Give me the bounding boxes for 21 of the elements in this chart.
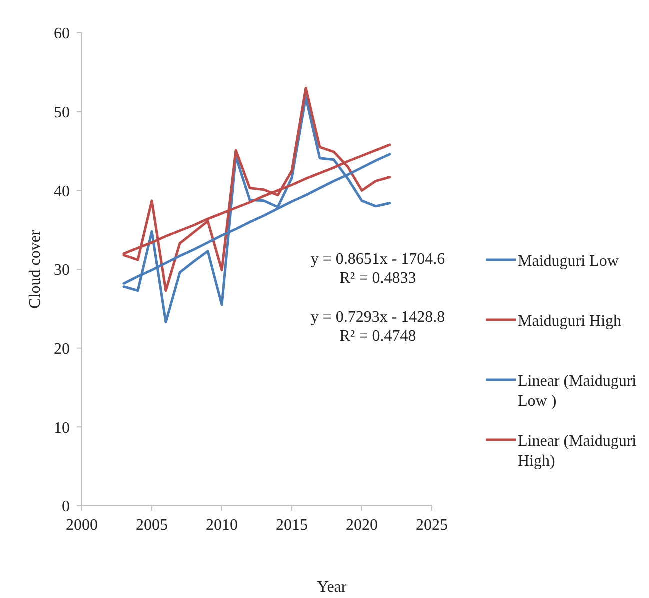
x-tick-label: 2010 [206,517,238,534]
y-tick-label: 50 [54,104,70,122]
y-tick-label: 60 [54,26,70,43]
y-tick-label: 40 [54,183,70,200]
x-tick-label: 2000 [66,517,98,534]
x-tick-label: 2020 [346,517,378,534]
y-tick-label: 30 [54,262,70,280]
y-tick-label: 20 [54,340,70,358]
y-tick-label: 0 [62,498,70,516]
x-axis-title: Year [317,579,348,596]
annotation: y = 0.7293x - 1428.8 R² = 0.4748 [310,309,446,345]
legend-label: Maiduguri High [518,313,622,330]
y-axis-title: Cloud cover [27,230,44,309]
y-tick-label: 10 [54,420,70,437]
annotation: y = 0.8651x - 1704.6 R² = 0.4833 [310,251,446,287]
legend-label: Linear (Maiduguri Low ) [518,373,638,410]
x-tick-label: 2025 [416,517,448,534]
x-tick-label: 2015 [276,517,308,534]
x-tick-label: 2005 [136,517,168,534]
legend-label: Maiduguri Low [518,253,620,270]
legend-label: Linear (Maiduguri High) [518,433,638,470]
